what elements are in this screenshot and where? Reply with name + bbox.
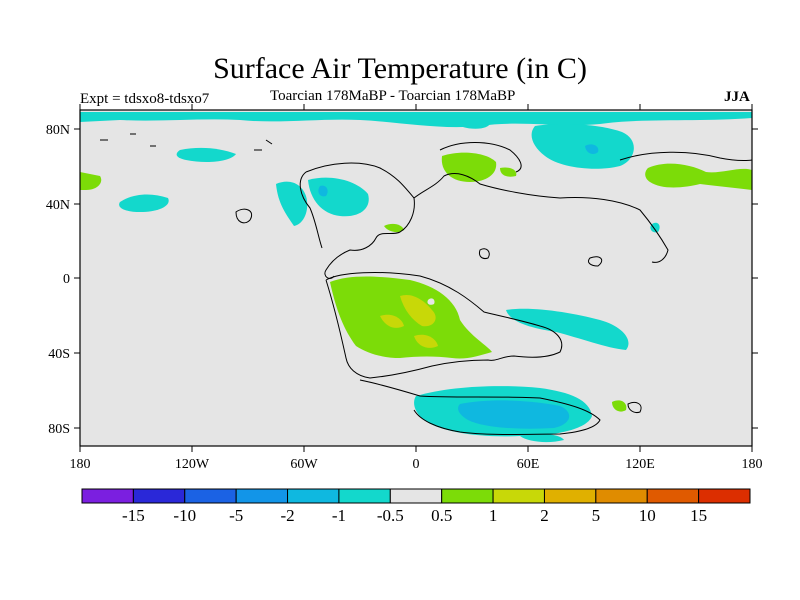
arctic-cyan-band: [80, 112, 752, 128]
arctic-cyan-patch-2: [460, 117, 490, 129]
colorbar-swatch: [441, 488, 494, 504]
colorbar-label: -15: [122, 506, 145, 525]
axis-ticks: [74, 104, 758, 452]
coastlines: [100, 133, 752, 435]
season-label: JJA: [724, 89, 750, 105]
west-edge-green: [80, 172, 102, 190]
tropics-green-speck: [384, 223, 404, 233]
southern-island: [627, 401, 642, 413]
gondwana-yellow-patch-3: [414, 334, 438, 348]
y-tick-label: 80S: [48, 422, 70, 437]
colorbar-label: 2: [540, 506, 549, 525]
antarctic-blue-core: [458, 400, 570, 429]
colorbar: [81, 488, 751, 504]
x-tick-label: 180: [742, 457, 763, 472]
colorbar-label: 1: [489, 506, 498, 525]
siberia-coast: [619, 151, 752, 161]
colorbar-swatch: [492, 488, 545, 504]
antarctic-green-speck: [612, 400, 627, 412]
west-america-cyan-patch: [276, 181, 308, 226]
colorbar-swatch: [543, 488, 597, 504]
colorbar-label: 10: [639, 506, 656, 525]
east-asia-green: [645, 163, 752, 190]
arctic-coast: [439, 142, 522, 173]
colorbar-label: -0.5: [377, 506, 404, 525]
colorbar-swatch: [132, 488, 186, 504]
colorbar-label: 0.5: [431, 506, 452, 525]
colorbar-label: -1: [332, 506, 346, 525]
colorbar-swatch: [287, 488, 340, 504]
x-tick-label: 120W: [175, 457, 210, 472]
map-background: [80, 110, 752, 446]
colorbar-swatch: [235, 488, 289, 504]
gondwana-neutral-speck: [427, 298, 435, 305]
tethys-island-2: [587, 256, 603, 267]
experiment-label: Expt = tdsxo8-tdsxo7: [80, 91, 210, 107]
map-title: Surface Air Temperature (in C): [213, 52, 587, 85]
gondwana-yellow-patch-2: [380, 314, 404, 328]
america-blue-core: [318, 185, 328, 197]
y-tick-label: 0: [63, 272, 70, 287]
colorbar-swatch: [646, 488, 700, 504]
colorbar-label: -2: [280, 506, 294, 525]
gondwana-green-region: [330, 276, 492, 359]
central-asia-green-2: [500, 167, 517, 177]
gondwana-coast: [325, 272, 563, 379]
east-cyan-speck: [650, 222, 660, 233]
colorbar-label: -5: [229, 506, 243, 525]
siberia-cyan-patch: [531, 124, 634, 169]
north-pacific-cyan-patch: [176, 147, 236, 162]
colorbar-swatch: [595, 488, 648, 504]
eurasia-coast: [413, 173, 669, 263]
south-cyan-band: [506, 308, 629, 350]
gondwana-yellow-patch-1: [400, 294, 436, 327]
colorbar-label: 15: [690, 506, 707, 525]
colorbar-swatch: [184, 488, 237, 504]
arctic-islets: [100, 133, 273, 151]
y-tick-label: 80N: [46, 123, 70, 138]
central-asia-green: [441, 152, 497, 182]
west-island: [235, 208, 252, 224]
x-tick-label: 60W: [290, 457, 318, 472]
colorbar-swatch: [698, 488, 751, 504]
laurentia-coast: [305, 162, 415, 279]
temperature-anomaly-field: [80, 112, 752, 443]
y-tick-label: 40S: [48, 347, 70, 362]
siberia-blue-core: [585, 144, 599, 154]
colorbar-label: 5: [592, 506, 601, 525]
colorbar-swatch: [338, 488, 391, 504]
antarctic-cyan-tail: [520, 433, 564, 443]
antarctica-coast: [359, 379, 601, 435]
x-tick-label: 60E: [517, 457, 540, 472]
colorbar-swatch: [389, 488, 443, 504]
y-tick-label: 40N: [46, 198, 70, 213]
colorbar-label: -10: [173, 506, 196, 525]
x-tick-label: 180: [70, 457, 91, 472]
x-tick-label: 120E: [625, 457, 655, 472]
pacific-cyan-patch: [119, 194, 169, 212]
period-label: Toarcian 178MaBP - Toarcian 178MaBP: [270, 88, 516, 104]
tethys-island: [479, 248, 490, 259]
x-tick-label: 0: [413, 457, 420, 472]
colorbar-swatch: [81, 488, 134, 504]
laurentia-west-coast: [299, 171, 323, 249]
colorbar-labels: -15 -10 -5 -2 -1 -0.5 0.5 1 2 5 10 15: [122, 506, 707, 525]
